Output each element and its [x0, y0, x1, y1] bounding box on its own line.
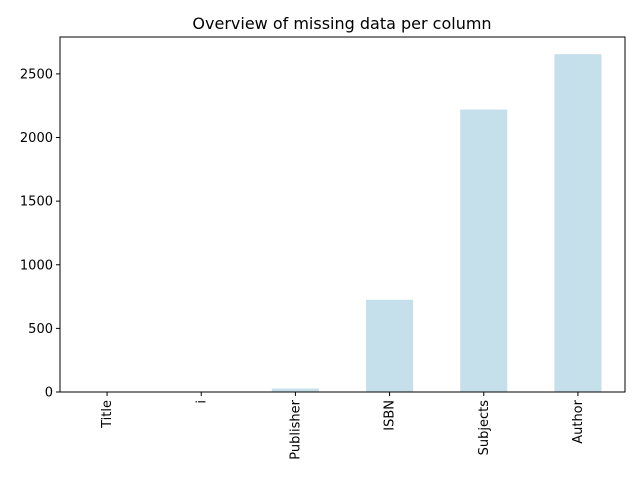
y-tick-label: 1500 — [20, 195, 53, 210]
x-tick-label: Author — [571, 399, 586, 443]
chart-title: Overview of missing data per column — [192, 14, 491, 33]
bar-isbn — [366, 299, 414, 392]
x-tick-label: Publisher — [288, 399, 303, 459]
x-tick-label: i — [194, 400, 209, 404]
y-tick-label: 2000 — [20, 131, 53, 146]
plot-frame — [59, 36, 626, 393]
x-tick-label: Subjects — [477, 400, 492, 456]
y-tick-label: 2500 — [20, 67, 53, 82]
x-tick-label: Title — [100, 400, 115, 429]
bar-author — [554, 54, 602, 392]
y-axis-ticks: 0 500 1000 1500 2000 2500 — [20, 67, 60, 401]
y-tick-label: 1000 — [20, 258, 53, 273]
bar-subjects — [460, 109, 508, 392]
x-axis-ticks: Title i Publisher ISBN Subjects Author — [100, 392, 586, 460]
y-tick-label: 0 — [45, 386, 53, 401]
bar-publisher — [271, 388, 319, 392]
y-tick-label: 500 — [28, 322, 53, 337]
bars — [271, 54, 602, 392]
x-tick-label: ISBN — [383, 400, 398, 431]
